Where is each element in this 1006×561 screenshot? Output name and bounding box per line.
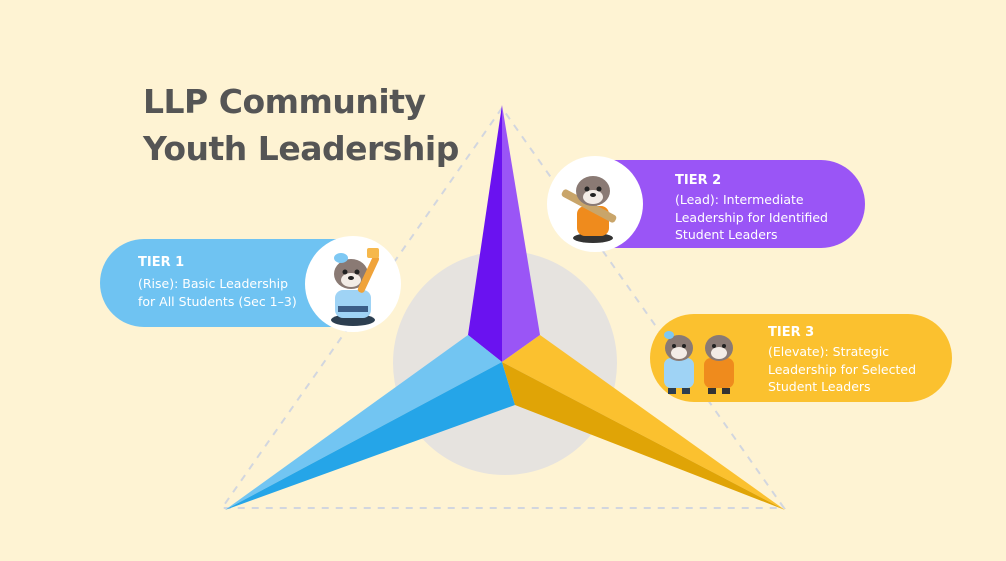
tier1-heading: TIER 1: [138, 255, 185, 270]
tier2-spike-light: [502, 105, 540, 362]
tier1-spike-light: [225, 335, 502, 510]
otter-mascot-girl-icon: [331, 248, 380, 326]
tier2-mascot-badge: [547, 156, 643, 252]
tier3-card: TIER 3 (Elevate): Strategic Leadership f…: [650, 314, 952, 402]
tier2-spike-dark: [468, 105, 502, 362]
tier2-heading: TIER 2: [675, 173, 722, 188]
tier3-spike-dark: [502, 362, 785, 510]
otter-mascot-boy-icon: [561, 176, 617, 243]
tier1-spike-dark: [225, 362, 515, 510]
title-line-1: LLP Community: [143, 82, 426, 121]
tier1-description: (Rise): Basic Leadership for All Student…: [138, 276, 297, 309]
tier3-heading: TIER 3: [768, 325, 815, 340]
tier3-spike-light: [502, 335, 785, 510]
title-line-2: Youth Leadership: [143, 129, 459, 168]
page-title: LLP Community Youth Leadership: [143, 78, 459, 172]
tier2-description: (Lead): Intermediate Leadership for Iden…: [675, 192, 828, 242]
tier3-description: (Elevate): Strategic Leadership for Sele…: [768, 344, 917, 394]
otter-mascot-pair-icon: [664, 331, 734, 394]
tier3-mascot-pair: [658, 320, 742, 400]
tier1-mascot-badge: [305, 236, 401, 332]
